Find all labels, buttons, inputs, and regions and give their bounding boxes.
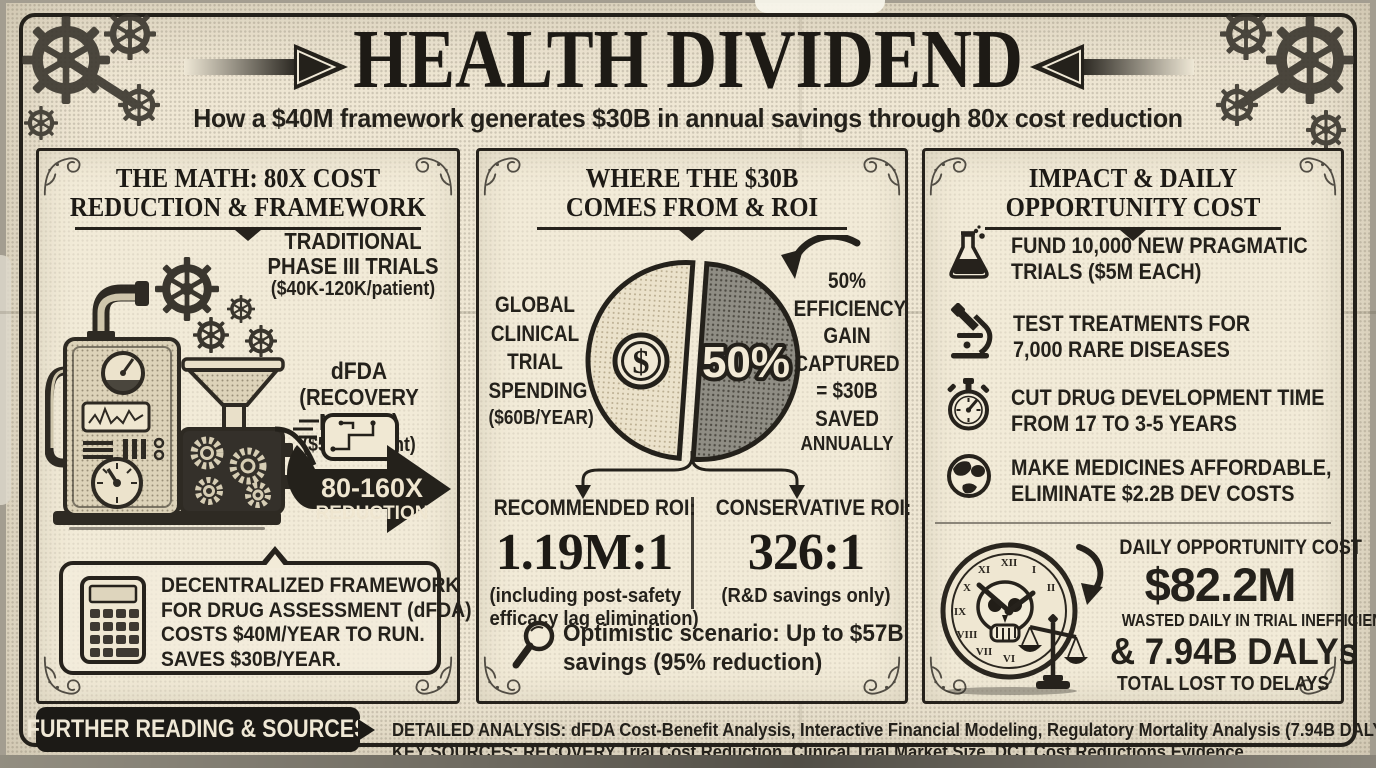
- torn-paper-edge: [0, 255, 11, 505]
- header-arrow-right-icon: [184, 44, 348, 90]
- svg-text:XI: XI: [978, 564, 990, 576]
- roi-divider: [691, 497, 694, 609]
- title-rule: [75, 227, 421, 230]
- footer-detailed-analysis: DETAILED ANALYSIS: dFDA Cost-Benefit Ana…: [392, 719, 1376, 740]
- panel-impact: IMPACT & DAILY OPPORTUNITY COST FUND 10,…: [922, 148, 1376, 704]
- svg-text:II: II: [1047, 582, 1056, 594]
- scales-icon: [1018, 614, 1088, 689]
- microscope-icon: [951, 303, 993, 359]
- recommended-roi-value: 1.19M:1: [495, 524, 673, 581]
- section-divider: [935, 522, 1331, 524]
- daily-cost-value: $82.2M: [1144, 558, 1297, 612]
- dalys-value: & 7.94B DALYs: [1110, 630, 1359, 672]
- recommended-roi-block: RECOMMENDED ROI: 1.19M:1 (including post…: [479, 495, 699, 630]
- svg-text:VII: VII: [976, 646, 993, 658]
- pie-slice-savings: [690, 261, 801, 462]
- pie-right-label: 50% EFFICIENCY GAIN CAPTURED = $30B SAVE…: [793, 268, 907, 455]
- traditional-trials-label: TRADITIONAL PHASE III TRIALS ($40K-120K/…: [267, 228, 439, 300]
- conservative-roi-value: 326:1: [747, 524, 865, 581]
- svg-text:IX: IX: [954, 606, 966, 618]
- gears-decoration-top-left: [20, 14, 170, 154]
- title-rule: [985, 227, 1281, 230]
- daily-cost-caption: WASTED DAILY IN TRIAL INEFFICIENCY: [1121, 610, 1376, 631]
- pie-left-label: GLOBAL CLINICAL TRIAL SPENDING ($60B/YEA…: [488, 292, 594, 430]
- svg-text:VI: VI: [1003, 653, 1015, 665]
- dfda-cost-callout: DECENTRALIZED FRAMEWORK FOR DRUG ASSESSM…: [59, 546, 472, 675]
- panel-impact-title: IMPACT & DAILY OPPORTUNITY COST: [1005, 162, 1261, 223]
- svg-text:I: I: [1032, 564, 1036, 576]
- header-arrow-left-icon: [1030, 44, 1194, 90]
- torn-bottom-edge: [0, 755, 1376, 768]
- outer-frame: [19, 13, 1357, 747]
- torn-paper-patch: [755, 0, 885, 13]
- daily-opportunity-block: DAILY OPPORTUNITY COST $82.2M WASTED DAI…: [1103, 536, 1376, 695]
- reduction-arrow-graphic: 80-160X REDUCTION: [275, 413, 451, 533]
- calculator-icon: [80, 576, 146, 664]
- trial-machine-illustration: [45, 253, 293, 530]
- svg-text:VIII: VIII: [957, 629, 978, 641]
- dalys-caption: TOTAL LOST TO DELAYS: [1117, 672, 1330, 695]
- pie-slice-percentage: 50%: [702, 338, 790, 387]
- skull-clock-scales-illustration: XII I II XI X IX VIII VII VI: [940, 542, 1104, 695]
- reduction-caption: REDUCTION: [316, 503, 429, 524]
- page-subtitle: How a $40M framework generates $30B in a…: [193, 103, 1183, 133]
- svg-text:XII: XII: [1001, 557, 1018, 569]
- coin-dollar-symbol: $: [633, 344, 650, 381]
- further-reading-label: FURTHER READING & SOURCES: [27, 715, 369, 743]
- optimistic-scenario-text: Optimistic scenario: Up to $57B savings …: [563, 620, 904, 677]
- spending-pie-chart: $ 50%: [585, 260, 801, 462]
- panel-math-title: THE MATH: 80X COST REDUCTION & FRAMEWORK: [69, 162, 427, 223]
- flask-icon: [949, 225, 989, 279]
- branch-connector: [575, 451, 805, 499]
- svg-text:X: X: [963, 582, 971, 594]
- panel-roi-title: WHERE THE $30B COMES FROM & ROI: [565, 162, 819, 223]
- gears-decoration-top-right: [1206, 14, 1356, 164]
- microchip-icon: [321, 413, 399, 461]
- stopwatch-icon: [947, 378, 990, 431]
- panel-roi: WHERE THE $30B COMES FROM & ROI $ 50% GL…: [476, 148, 912, 704]
- page-title: HEALTH DIVIDEND: [353, 13, 1023, 106]
- dfda-cost-text: DECENTRALIZED FRAMEWORK FOR DRUG ASSESSM…: [161, 574, 472, 671]
- magnifier-icon: [512, 620, 555, 669]
- further-reading-tag: FURTHER READING & SOURCES: [27, 707, 369, 752]
- reduction-value: 80-160X: [321, 473, 423, 503]
- title-rule: [537, 227, 847, 230]
- curved-arrow-icon: [781, 235, 861, 279]
- conservative-roi-block: CONSERVATIVE ROI: 326:1 (R&D savings onl…: [701, 495, 912, 608]
- panel-math: THE MATH: 80X COST REDUCTION & FRAMEWORK: [36, 148, 472, 704]
- globe-icon: [947, 454, 991, 498]
- daily-cost-label: DAILY OPPORTUNITY COST: [1119, 536, 1362, 559]
